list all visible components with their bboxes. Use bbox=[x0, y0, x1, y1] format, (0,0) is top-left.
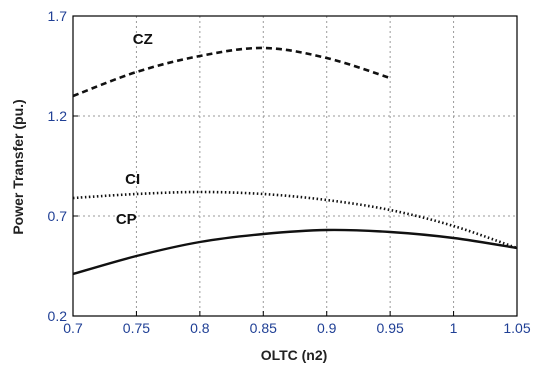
axis-ticks: 0.7 0.75 0.8 0.85 0.9 0.95 1 1.050.20.71.21.7 bbox=[48, 8, 531, 336]
y-tick-label: 0.2 bbox=[48, 308, 68, 324]
y-tick-label: 1.7 bbox=[48, 8, 68, 24]
series-label-ci: CI bbox=[125, 171, 140, 188]
series-line-ci bbox=[72, 190, 518, 250]
x-tick-label: 0.8 bbox=[190, 320, 210, 336]
x-tick-label: 1 bbox=[450, 320, 458, 336]
x-tick-label: 1.05 bbox=[503, 320, 530, 336]
x-tick-label: 0.85 bbox=[250, 320, 277, 336]
y-tick-label: 0.7 bbox=[48, 208, 68, 224]
x-tick-label: 0.75 bbox=[123, 320, 150, 336]
series-lines bbox=[72, 46, 518, 276]
x-tick-label: 0.95 bbox=[377, 320, 404, 336]
grid bbox=[73, 16, 517, 316]
series-label-cz: CZ bbox=[133, 31, 153, 48]
series-labels: CZ CI CP bbox=[116, 31, 153, 228]
x-tick-label: 0.7 bbox=[63, 320, 83, 336]
plot-frame bbox=[72, 15, 518, 317]
series-label-cp: CP bbox=[116, 211, 137, 228]
series-line-cz bbox=[72, 46, 391, 98]
series-line-cp bbox=[72, 228, 518, 276]
y-axis-title: Power Transfer (pu.) bbox=[10, 99, 26, 234]
x-axis-title: OLTC (n2) bbox=[261, 347, 328, 363]
x-tick-label: 0.9 bbox=[317, 320, 337, 336]
y-tick-label: 1.2 bbox=[48, 108, 68, 124]
